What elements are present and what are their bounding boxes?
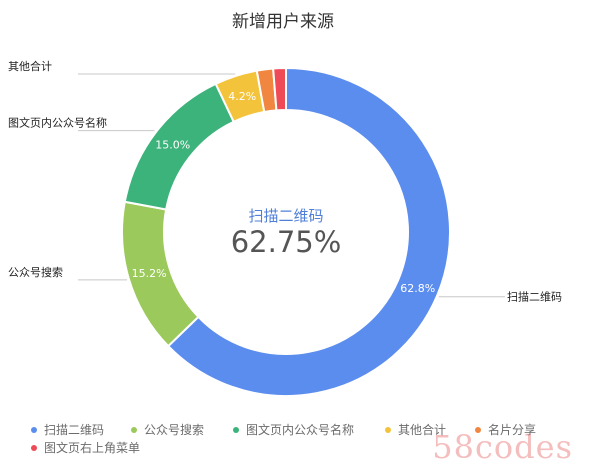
legend-label-1: 扫描二维码	[44, 423, 104, 437]
callout-label-3: 公众号搜索	[8, 265, 63, 279]
slice-labels: 62.8% 15.2% 15.0% 4.2%	[132, 90, 436, 295]
legend-marker-5	[475, 427, 481, 433]
legend-label-3: 图文页内公众号名称	[246, 422, 354, 437]
slice-1	[166, 66, 451, 397]
slice-label-1: 62.8%	[400, 282, 435, 295]
callout-label-1: 其他合计	[8, 59, 52, 73]
legend-label-4: 其他合计	[398, 422, 446, 437]
slice-label-4: 4.2%	[228, 90, 256, 103]
slice-6	[272, 66, 287, 112]
center-label: 扫描二维码	[248, 207, 323, 225]
legend-marker-3	[233, 427, 239, 433]
center-value: 62.75%	[231, 225, 342, 259]
legend-label-5: 名片分享	[488, 422, 536, 437]
legend-label-2: 公众号搜索	[144, 422, 204, 437]
callout-label-4: 扫描二维码	[507, 290, 562, 304]
slice-label-3: 15.0%	[155, 139, 190, 152]
legend-marker-2	[131, 427, 137, 433]
legend-marker-6	[31, 445, 37, 451]
chart-title: 新增用户来源	[232, 12, 334, 32]
donut-slices	[121, 66, 451, 397]
callout-label-2: 图文页内公众号名称	[8, 116, 107, 130]
slice-label-2: 15.2%	[132, 267, 167, 280]
legend-label-6: 图文页右上角菜单	[44, 440, 140, 455]
legend-marker-1	[31, 427, 37, 433]
legend-marker-4	[385, 427, 391, 433]
